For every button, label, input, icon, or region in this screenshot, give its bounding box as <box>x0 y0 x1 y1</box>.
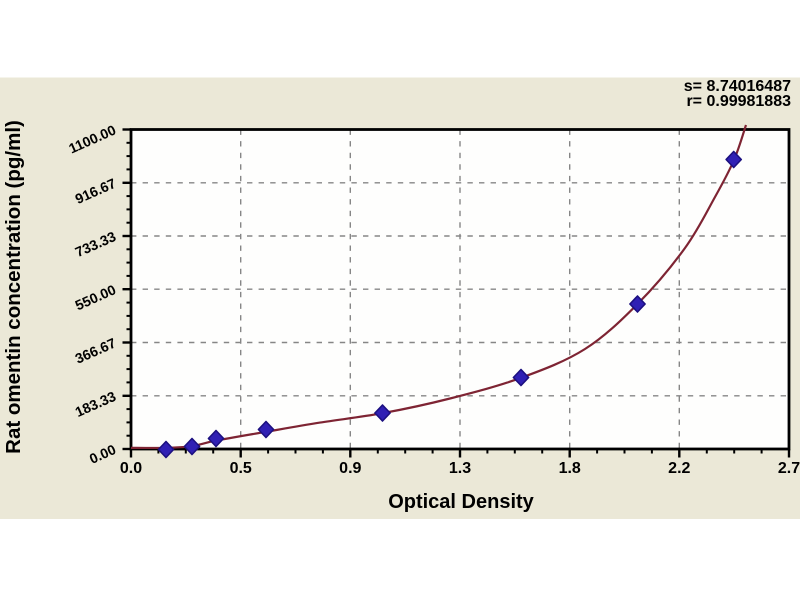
svg-text:2.7: 2.7 <box>778 460 800 477</box>
svg-text:0.9: 0.9 <box>339 460 361 477</box>
svg-text:Rat omentin concentration (pg/: Rat omentin concentration (pg/ml) <box>2 120 25 454</box>
svg-text:Optical Density: Optical Density <box>388 491 534 513</box>
svg-text:1.8: 1.8 <box>559 460 581 477</box>
svg-text:s= 8.74016487: s= 8.74016487 <box>684 78 791 95</box>
svg-text:2.2: 2.2 <box>668 460 690 477</box>
svg-text:r= 0.99981883: r= 0.99981883 <box>686 93 791 110</box>
svg-text:0.0: 0.0 <box>120 460 142 477</box>
svg-text:1.3: 1.3 <box>449 460 471 477</box>
svg-text:0.5: 0.5 <box>230 460 252 477</box>
